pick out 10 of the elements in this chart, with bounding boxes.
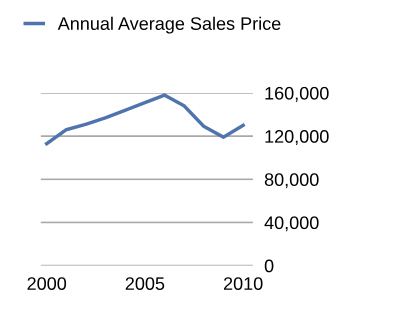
y-tick-label: 40,000 <box>264 216 319 232</box>
x-tick-label: 2010 <box>224 277 263 290</box>
line-series <box>44 93 245 146</box>
legend-label: Annual Average Sales Price <box>58 16 280 34</box>
x-tick-label: 2005 <box>126 277 164 290</box>
x-tick-label: 2000 <box>28 277 66 290</box>
y-tick-label: 0 <box>264 260 274 272</box>
y-tick-label: 160,000 <box>265 86 329 102</box>
y-tick-label: 80,000 <box>264 173 319 188</box>
y-tick-label: 120,000 <box>265 130 329 145</box>
